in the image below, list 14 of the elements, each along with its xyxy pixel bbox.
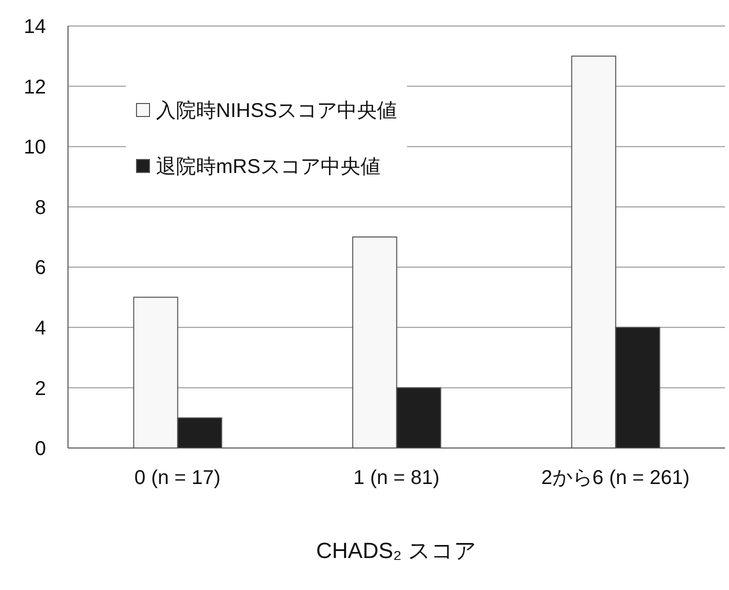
x-tick-label: 1 (n = 81) [353,467,440,490]
legend-label: 入院時NIHSSスコア中央値 [156,98,398,124]
y-tick-label: 8 [34,196,46,219]
y-tick-label: 4 [34,318,46,340]
y-tick-label: 0 [34,438,46,460]
y-tick-label: 10 [24,136,46,159]
x-axis-title: CHADS₂ スコア [316,538,477,563]
y-tick-label: 12 [24,76,46,98]
y-tick-label: 14 [24,16,46,38]
legend-label: 退院時mRSスコア中央値 [156,154,380,180]
y-tick-label: 6 [34,257,46,280]
x-tick-label: 0 (n = 17) [134,467,221,490]
y-tick-label: 2 [34,378,46,400]
x-tick-label: 2から6 (n = 261) [541,467,690,490]
